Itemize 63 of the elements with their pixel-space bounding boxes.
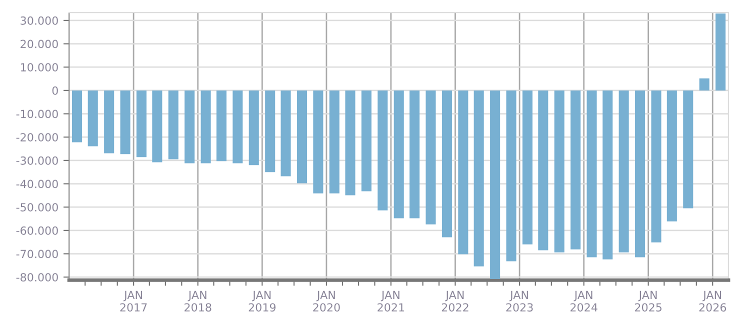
bar	[570, 90, 581, 250]
bar	[265, 90, 276, 172]
x-tick-label: JAN 2022	[442, 290, 468, 312]
bar	[602, 90, 613, 260]
x-tick-label: JAN 2019	[248, 290, 276, 312]
x-tick-label: JAN 2023	[506, 290, 533, 312]
y-tick-label: 10.000	[21, 63, 58, 72]
bar	[716, 13, 726, 90]
x-tick-label: JAN 2025	[634, 290, 662, 312]
x-tick-label: JAN 2026	[699, 290, 726, 312]
bar	[651, 90, 662, 242]
bar	[506, 90, 516, 262]
bar	[184, 90, 195, 164]
bar	[378, 90, 388, 210]
bar	[442, 90, 452, 238]
bar	[426, 90, 436, 224]
bar	[168, 90, 178, 160]
y-tick-label: 30.000	[20, 16, 58, 25]
bar	[248, 90, 259, 166]
bar	[280, 90, 291, 176]
bar	[699, 78, 710, 90]
bar	[152, 90, 162, 162]
bar	[683, 90, 694, 208]
x-tick-label: JAN 2018	[184, 290, 212, 312]
bar	[522, 90, 532, 244]
bar	[458, 90, 468, 254]
bar	[104, 90, 114, 154]
bar	[635, 90, 646, 258]
bar	[410, 90, 420, 218]
y-tick-label: -60.000	[16, 226, 58, 235]
y-tick-label: -30.000	[16, 156, 58, 165]
x-tick-label: JAN 2021	[378, 290, 404, 312]
y-tick-label: 0	[52, 86, 58, 95]
bar	[538, 90, 548, 250]
bar	[361, 90, 372, 192]
bar	[554, 90, 564, 252]
bar	[586, 90, 597, 258]
bar	[200, 90, 211, 164]
bar	[345, 90, 356, 196]
x-tick-label: JAN 2024	[570, 290, 598, 312]
bar	[72, 90, 82, 142]
bar	[666, 90, 677, 222]
bar	[618, 90, 629, 252]
bar	[313, 90, 324, 194]
x-tick-label: JAN 2017	[120, 290, 147, 312]
x-tick-label: JAN 2020	[313, 290, 340, 312]
y-tick-label: -40.000	[16, 180, 58, 188]
bar	[394, 90, 404, 218]
y-tick-label: -20.000	[16, 133, 58, 142]
y-tick-label: 20.000	[20, 40, 58, 48]
y-tick-label: -10.000	[16, 110, 58, 118]
y-tick-label: -80.000	[16, 273, 58, 282]
bar	[474, 90, 484, 266]
bar	[216, 90, 226, 162]
bar	[136, 90, 147, 158]
y-tick-label: -50.000	[16, 203, 58, 212]
bar	[88, 90, 98, 146]
bar	[232, 90, 243, 164]
bar	[120, 90, 130, 154]
bar	[329, 90, 340, 194]
bar	[490, 90, 500, 279]
y-tick-label: -70.000	[16, 250, 58, 258]
bar	[296, 90, 307, 184]
